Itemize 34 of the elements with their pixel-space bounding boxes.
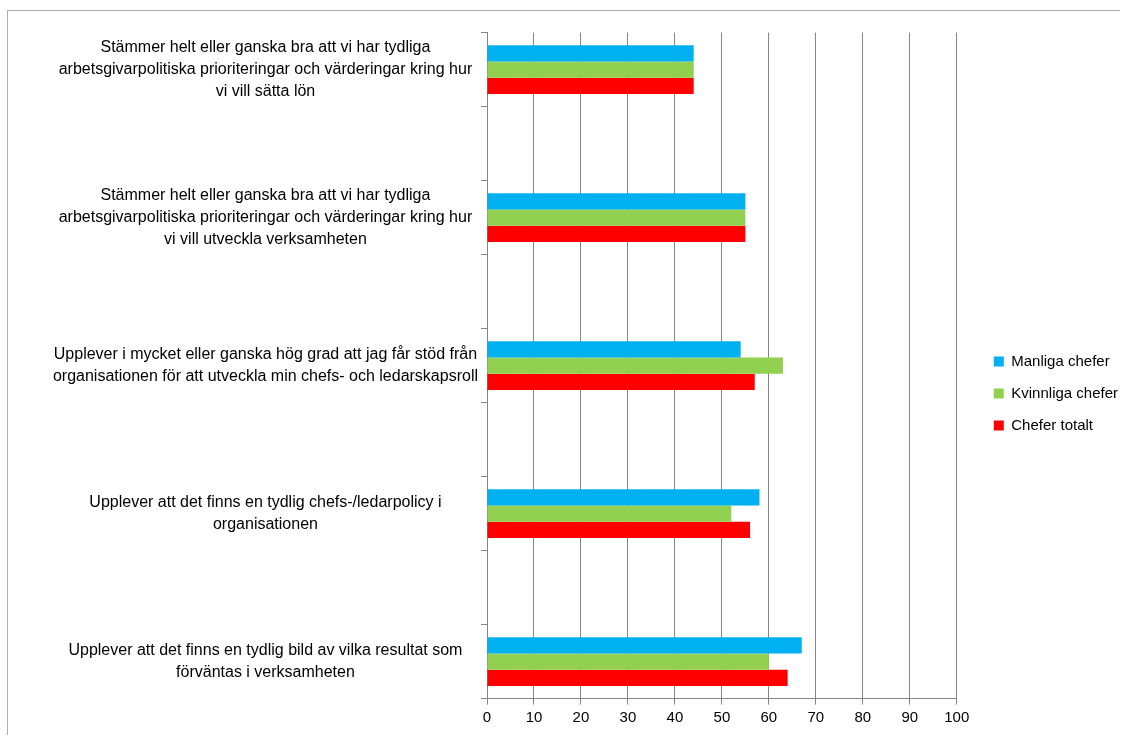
legend-label: Manliga chefer xyxy=(1011,351,1110,369)
bar xyxy=(487,341,741,358)
x-tick-label: 40 xyxy=(666,707,684,725)
y-tick-label: Stämmer helt eller ganska bra att vi har tydliga arbetsgivarpolitiska prioriteringar och värderingar kring hur vi vill sätta lön xyxy=(58,38,473,99)
y-tick-label: Upplever att det finns en tydlig bild av vilka resultat som förväntas i verksamheten xyxy=(68,641,463,680)
x-tick-label: 10 xyxy=(525,707,543,725)
bar xyxy=(487,373,755,391)
bar xyxy=(487,61,694,78)
x-tick-label: 60 xyxy=(760,707,778,725)
legend-label: Chefer totalt xyxy=(1011,415,1094,433)
x-tick-label: 50 xyxy=(713,707,731,725)
bar xyxy=(487,357,783,374)
y-tick-label: Stämmer helt eller ganska bra att vi har tydliga arbetsgivarpolitiska prioriteringar och värderingar kring hur vi vill utveckla verksamheten xyxy=(58,186,473,247)
bar xyxy=(487,669,788,687)
y-tick-label: Upplever att det finns en tydlig chefs-/ledarpolicy i organisationen xyxy=(89,493,442,532)
legend-label: Kvinnliga chefer xyxy=(1011,383,1119,401)
x-tick-label: 90 xyxy=(901,707,919,725)
bar xyxy=(487,225,746,243)
bar xyxy=(487,637,802,654)
bar xyxy=(487,209,746,226)
x-tick-label: 80 xyxy=(854,707,872,725)
bar xyxy=(487,193,746,210)
x-tick-label: 20 xyxy=(572,707,590,725)
x-tick-label: 0 xyxy=(482,707,492,725)
bar xyxy=(487,45,694,62)
bar xyxy=(487,653,769,670)
bar xyxy=(487,489,760,506)
x-tick-label: 70 xyxy=(807,707,825,725)
y-tick-label: Upplever i mycket eller ganska hög grad att jag får stöd från organisationen för att utveckla min chefs- och ledarskapsroll xyxy=(52,345,478,384)
bar xyxy=(487,505,732,522)
bar xyxy=(487,521,751,539)
x-tick-label: 30 xyxy=(619,707,637,725)
bar xyxy=(487,77,694,95)
x-tick-label: 100 xyxy=(944,707,970,725)
